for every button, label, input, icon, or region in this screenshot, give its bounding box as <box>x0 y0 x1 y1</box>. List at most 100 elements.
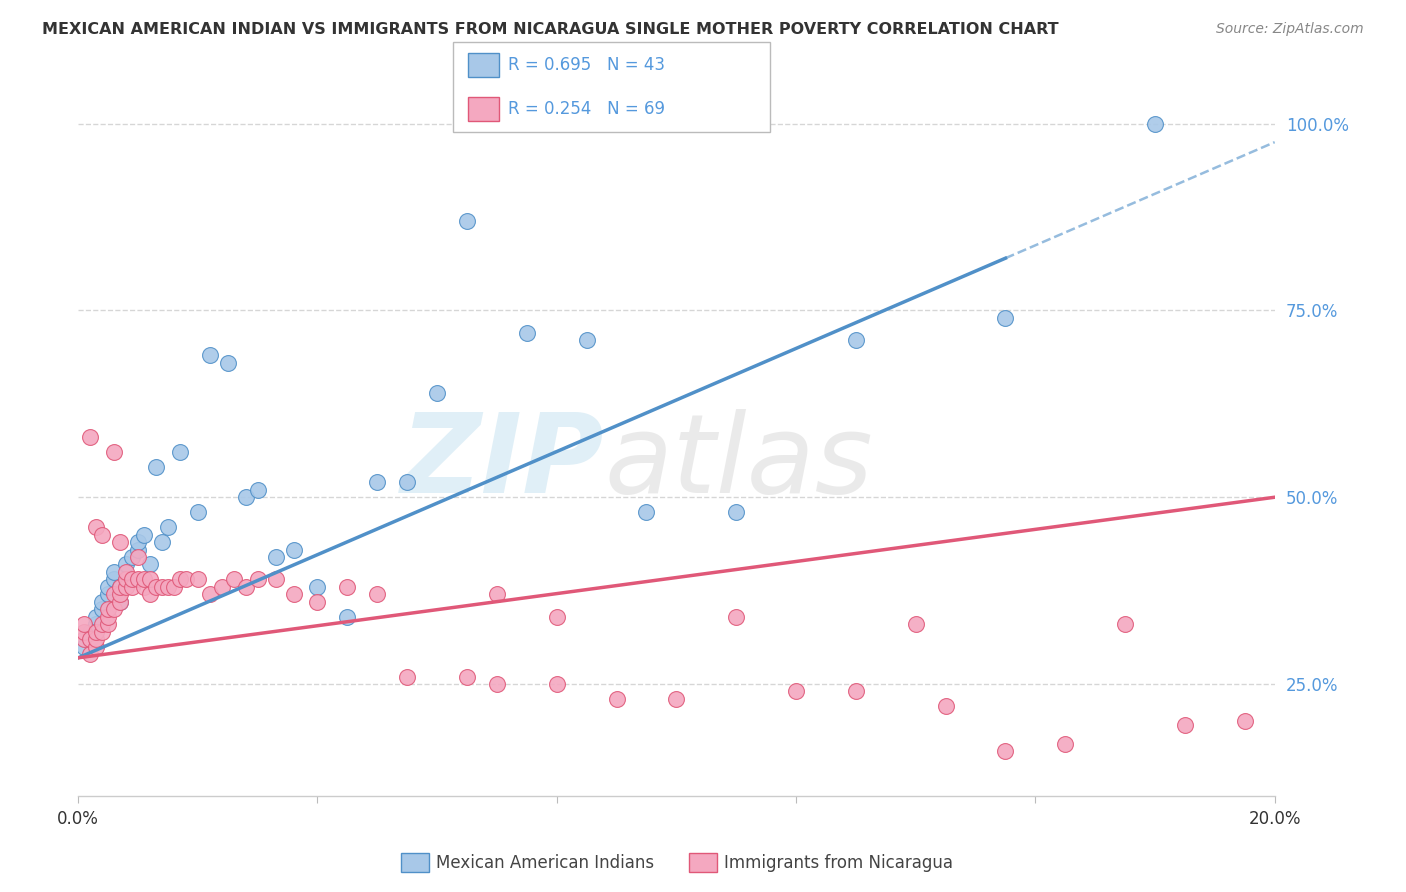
Point <box>174 573 197 587</box>
Point <box>84 632 107 647</box>
Point <box>150 580 173 594</box>
Point <box>283 542 305 557</box>
Point <box>575 334 598 348</box>
Point <box>79 647 101 661</box>
Point <box>994 744 1017 758</box>
Point <box>139 587 162 601</box>
Point <box>307 595 329 609</box>
Point <box>121 549 143 564</box>
Point <box>127 549 149 564</box>
Point <box>150 535 173 549</box>
Point <box>1233 714 1256 729</box>
Point <box>187 573 209 587</box>
Point <box>91 617 114 632</box>
Point <box>121 573 143 587</box>
Point <box>97 587 120 601</box>
Point <box>121 580 143 594</box>
Point <box>108 580 131 594</box>
Point <box>264 573 287 587</box>
Point <box>606 692 628 706</box>
Point <box>103 573 125 587</box>
Point <box>108 595 131 609</box>
Point <box>198 348 221 362</box>
Point <box>217 356 239 370</box>
Point <box>366 475 388 490</box>
Point <box>79 430 101 444</box>
Point <box>396 475 419 490</box>
Point <box>79 632 101 647</box>
Point <box>115 565 138 579</box>
Point <box>103 445 125 459</box>
Point <box>235 490 257 504</box>
Point <box>163 580 186 594</box>
Text: atlas: atlas <box>605 409 873 516</box>
Point <box>84 640 107 654</box>
Point <box>1144 117 1167 131</box>
Point <box>108 535 131 549</box>
Point <box>103 587 125 601</box>
Point <box>103 565 125 579</box>
Point <box>246 573 269 587</box>
Text: R = 0.695   N = 43: R = 0.695 N = 43 <box>508 56 665 74</box>
Text: R = 0.254   N = 69: R = 0.254 N = 69 <box>508 100 665 118</box>
Point <box>336 609 359 624</box>
Point <box>91 595 114 609</box>
Point <box>485 677 508 691</box>
Point <box>91 527 114 541</box>
Point <box>127 573 149 587</box>
Point <box>426 385 449 400</box>
Point <box>108 587 131 601</box>
Point <box>84 624 107 639</box>
Point <box>127 542 149 557</box>
Point <box>198 587 221 601</box>
Point <box>127 535 149 549</box>
Point <box>516 326 538 340</box>
Point <box>211 580 233 594</box>
Point <box>132 527 155 541</box>
Point <box>91 624 114 639</box>
Point <box>935 699 957 714</box>
Point <box>845 684 868 698</box>
Point <box>84 609 107 624</box>
Point <box>235 580 257 594</box>
Point <box>187 505 209 519</box>
Point <box>725 609 748 624</box>
Point <box>456 669 478 683</box>
Point <box>73 624 96 639</box>
Point <box>1174 718 1197 732</box>
Point <box>139 558 162 572</box>
Point <box>336 580 359 594</box>
Point <box>636 505 658 519</box>
Point <box>396 669 419 683</box>
Point <box>366 587 388 601</box>
Point <box>97 602 120 616</box>
Text: ZIP: ZIP <box>401 409 605 516</box>
Point <box>115 573 138 587</box>
Text: Immigrants from Nicaragua: Immigrants from Nicaragua <box>724 854 953 871</box>
Point <box>994 310 1017 325</box>
Point <box>91 602 114 616</box>
Point <box>1054 737 1077 751</box>
Point <box>169 445 191 459</box>
Point <box>79 624 101 639</box>
Point <box>97 580 120 594</box>
Point <box>108 595 131 609</box>
Text: Mexican American Indians: Mexican American Indians <box>436 854 654 871</box>
Point <box>264 549 287 564</box>
Point <box>169 573 191 587</box>
Point <box>246 483 269 497</box>
Point <box>73 632 96 647</box>
Point <box>84 617 107 632</box>
Point <box>97 609 120 624</box>
Point <box>139 573 162 587</box>
Point <box>665 692 688 706</box>
Point <box>97 617 120 632</box>
Point <box>904 617 927 632</box>
Point <box>132 573 155 587</box>
Point <box>103 602 125 616</box>
Point <box>456 214 478 228</box>
Point <box>546 677 568 691</box>
Point <box>785 684 807 698</box>
Point <box>546 609 568 624</box>
Point <box>307 580 329 594</box>
